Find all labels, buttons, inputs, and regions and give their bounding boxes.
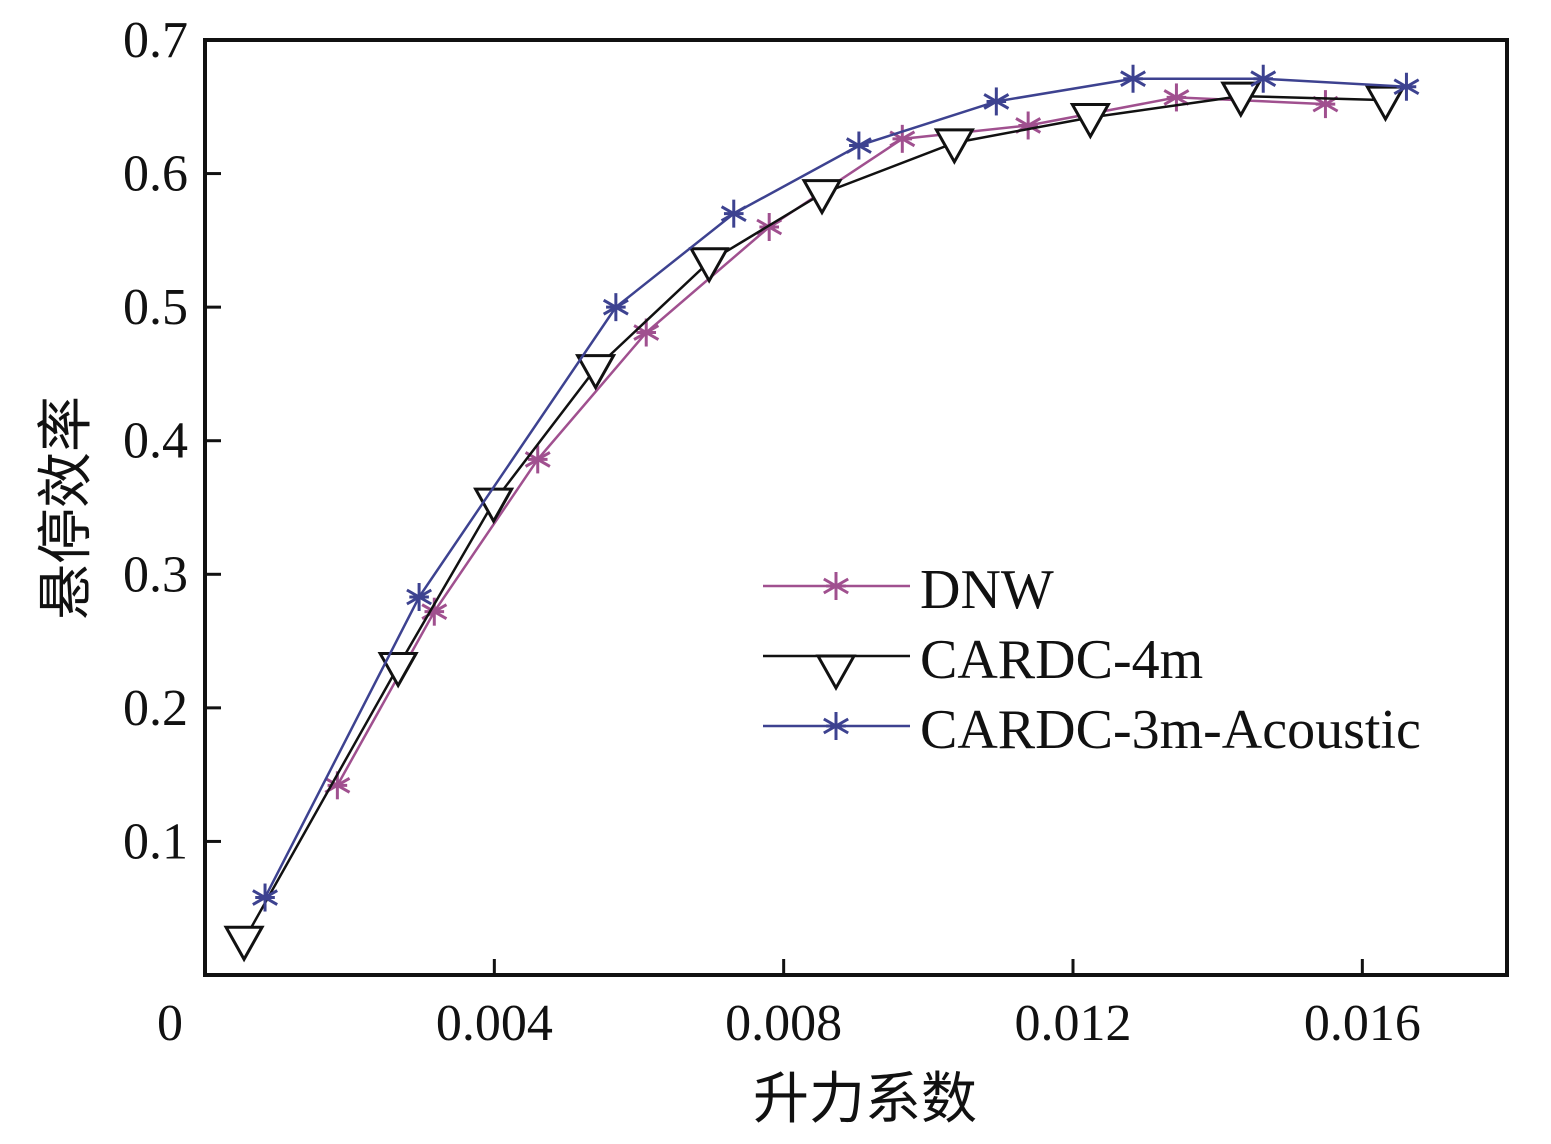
series-layer [223, 64, 1420, 963]
triangle-down-marker [1220, 81, 1262, 119]
asterisk-marker [1312, 90, 1339, 119]
asterisk-marker [720, 199, 747, 228]
triangle-down-marker [223, 925, 265, 963]
asterisk-marker [252, 883, 278, 912]
asterisk-marker [1393, 72, 1420, 101]
x-tick-label: 0.004 [436, 995, 553, 1052]
x-tick-label: 0.008 [725, 995, 842, 1052]
asterisk-marker [1120, 64, 1146, 93]
y-tick-label: 0.6 [123, 146, 188, 203]
legend-label: CARDC-3m-Acoustic [920, 699, 1421, 761]
asterisk-marker [1250, 64, 1277, 93]
triangle-down-marker [377, 651, 419, 689]
series-line [263, 77, 1407, 899]
series-cardc-4m [223, 81, 1407, 963]
legend-item: CARDC-3m-Acoustic [763, 699, 1421, 761]
y-tick-label: 0.1 [123, 813, 188, 870]
legend-item: DNW [763, 559, 1054, 621]
asterisk-marker [983, 87, 1010, 116]
asterisk-marker [602, 293, 629, 322]
x-axis-label: 升力系数 [753, 1069, 977, 1131]
y-tick-label: 0.7 [123, 12, 188, 69]
asterisk-marker [823, 712, 849, 740]
asterisk-marker [406, 582, 433, 611]
legend-label: DNW [920, 559, 1054, 621]
asterisk-marker [845, 131, 872, 160]
ticks-layer: 0.004 0.008 0.012 0.016 0.1 0.2 0.3 0.4 0.5 0.6 0.… [123, 12, 1421, 1052]
triangle-down-marker [933, 128, 975, 165]
legend-label: CARDC-4m [920, 629, 1203, 691]
x-tick-label: 0.016 [1304, 995, 1421, 1052]
y-tick-label: 0.3 [123, 546, 188, 603]
series-cardc-3m-acoustic [252, 64, 1420, 912]
triangle-down-marker [688, 247, 730, 284]
y-tick-label: 0.5 [123, 279, 188, 336]
y-axis-label: 悬停效率 [36, 396, 98, 620]
series-line [242, 94, 1386, 941]
triangle-down-marker [575, 354, 617, 391]
y-tick-label: 0.2 [123, 680, 188, 737]
asterisk-marker [889, 124, 916, 153]
x-origin-label: 0 [157, 995, 183, 1052]
triangle-down-marker [1069, 102, 1111, 140]
triangle-down-marker [1364, 85, 1407, 123]
asterisk-marker [823, 572, 849, 600]
y-tick-label: 0.4 [123, 413, 188, 470]
asterisk-marker [1015, 111, 1042, 140]
triangle-down-marker [801, 179, 843, 216]
asterisk-marker [1163, 83, 1190, 112]
x-tick-label: 0.012 [1015, 995, 1132, 1052]
triangle-down-marker [815, 654, 857, 692]
legend: DNW CARDC-4m CARDC-3m-Acoustic [763, 559, 1421, 761]
legend-item: CARDC-4m [763, 629, 1203, 692]
asterisk-marker [756, 213, 783, 241]
asterisk-marker [633, 318, 660, 347]
plot-frame [203, 38, 1509, 977]
